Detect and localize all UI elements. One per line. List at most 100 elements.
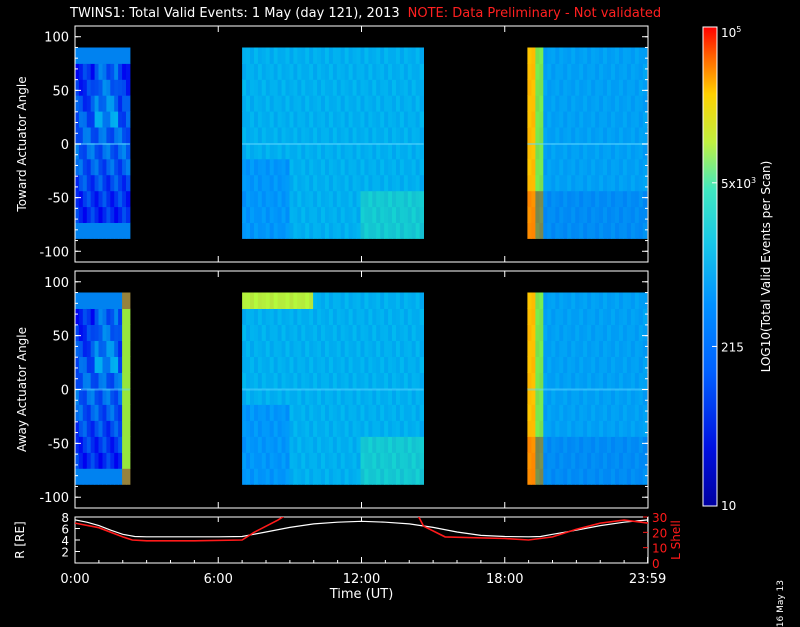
heatmap-cell bbox=[250, 190, 255, 208]
heatmap-cell bbox=[325, 111, 330, 128]
heatmap-cell bbox=[242, 388, 247, 405]
heatmap-cell bbox=[392, 222, 397, 239]
heatmap-cell bbox=[122, 372, 127, 389]
heatmap-cell bbox=[82, 452, 88, 469]
heatmap-cell bbox=[551, 436, 556, 453]
heatmap-cell bbox=[126, 79, 131, 96]
heatmap-cell bbox=[301, 63, 306, 80]
heatmap-cell bbox=[293, 324, 298, 341]
heatmap-cell bbox=[356, 452, 361, 469]
heatmap-cell bbox=[642, 372, 648, 389]
heatmap-cell bbox=[535, 190, 540, 208]
heatmap-cell bbox=[78, 388, 84, 405]
heatmap-cell bbox=[297, 388, 302, 405]
heatmap-cell bbox=[98, 468, 103, 485]
heatmap-cell bbox=[293, 95, 298, 112]
heatmap-cell bbox=[567, 404, 572, 421]
heatmap-cell bbox=[531, 356, 536, 373]
heatmap-cell bbox=[82, 308, 88, 325]
heatmap-cell bbox=[250, 206, 255, 223]
heatmap-cell bbox=[626, 356, 632, 373]
heatmap-cell bbox=[396, 292, 401, 309]
heatmap-cell bbox=[110, 356, 115, 373]
heatmap-cell bbox=[372, 452, 377, 469]
heatmap-cell bbox=[583, 174, 588, 192]
heatmap-cell bbox=[527, 420, 532, 437]
data-interval-1 bbox=[75, 292, 131, 485]
heatmap-cell bbox=[559, 452, 564, 469]
heatmap-cell bbox=[403, 111, 409, 128]
y-tick-label: 0 bbox=[61, 138, 69, 153]
heatmap-cell bbox=[82, 63, 88, 80]
heatmap-cell bbox=[579, 436, 584, 453]
heatmap-cell bbox=[388, 388, 393, 405]
heatmap-cell bbox=[265, 372, 271, 389]
heatmap-cell bbox=[368, 174, 373, 192]
heatmap-cell bbox=[102, 420, 107, 437]
heatmap-cell bbox=[419, 356, 424, 373]
heatmap-cell bbox=[567, 111, 572, 128]
heatmap-cell bbox=[356, 308, 361, 325]
heatmap-cell bbox=[122, 340, 127, 357]
heatmap-cell bbox=[622, 324, 628, 341]
heatmap-cell bbox=[599, 452, 604, 469]
heatmap-cell bbox=[551, 452, 556, 469]
heatmap-cell bbox=[543, 388, 548, 405]
heatmap-cell bbox=[269, 404, 275, 421]
heatmap-cell bbox=[122, 308, 127, 325]
heatmap-cell bbox=[368, 79, 373, 96]
heatmap-cell bbox=[75, 420, 80, 437]
heatmap-cell bbox=[567, 388, 572, 405]
heatmap-cell bbox=[567, 468, 572, 485]
heatmap-cell bbox=[551, 79, 556, 96]
heatmap-cell bbox=[75, 95, 80, 112]
heatmap-cell bbox=[595, 340, 600, 357]
heatmap-cell bbox=[595, 127, 600, 144]
heatmap-cell bbox=[317, 356, 322, 373]
heatmap-cell bbox=[328, 190, 334, 208]
heatmap-cell bbox=[555, 324, 560, 341]
heatmap-cell bbox=[603, 63, 608, 80]
heatmap-cell bbox=[399, 47, 405, 64]
heatmap-cell bbox=[575, 468, 580, 485]
heatmap-cell bbox=[254, 142, 259, 160]
heatmap-cell bbox=[106, 436, 111, 453]
heatmap-cell bbox=[415, 388, 421, 405]
heatmap-cell bbox=[539, 158, 544, 176]
heatmap-cell bbox=[325, 356, 330, 373]
heatmap-cell bbox=[630, 111, 636, 128]
heatmap-cell bbox=[419, 340, 424, 357]
heatmap-cell bbox=[583, 340, 588, 357]
heatmap-cell bbox=[126, 420, 131, 437]
heatmap-cell bbox=[392, 420, 397, 437]
plot-title-main: TWINS1: Total Valid Events: 1 May (day 1… bbox=[70, 6, 400, 21]
heatmap-cell bbox=[531, 308, 536, 325]
heatmap-cell bbox=[344, 63, 350, 80]
heatmap-cell bbox=[392, 142, 397, 160]
heatmap-cell bbox=[321, 372, 326, 389]
heatmap-cell bbox=[579, 452, 584, 469]
heatmap-cell bbox=[555, 79, 560, 96]
heatmap-cell bbox=[555, 404, 560, 421]
heatmap-cell bbox=[301, 324, 306, 341]
heatmap-cell bbox=[321, 47, 326, 64]
heatmap-cell bbox=[332, 404, 338, 421]
heatmap-cell bbox=[114, 142, 119, 160]
heatmap-cell bbox=[638, 142, 644, 160]
heatmap-cell bbox=[630, 292, 636, 309]
heatmap-cell bbox=[615, 292, 620, 309]
heatmap-cell bbox=[328, 63, 334, 80]
heatmap-cell bbox=[102, 388, 107, 405]
heatmap-cell bbox=[289, 452, 294, 469]
heatmap-cell bbox=[622, 356, 628, 373]
heatmap-cell bbox=[118, 142, 123, 160]
heatmap-cell bbox=[328, 47, 334, 64]
heatmap-cell bbox=[352, 63, 357, 80]
heatmap-cell bbox=[321, 95, 326, 112]
heatmap-cell bbox=[336, 436, 342, 453]
heatmap-cell bbox=[257, 388, 263, 405]
heatmap-cell bbox=[615, 324, 620, 341]
heatmap-cell bbox=[344, 420, 350, 437]
heatmap-cell bbox=[611, 404, 616, 421]
heatmap-cell bbox=[126, 324, 131, 341]
